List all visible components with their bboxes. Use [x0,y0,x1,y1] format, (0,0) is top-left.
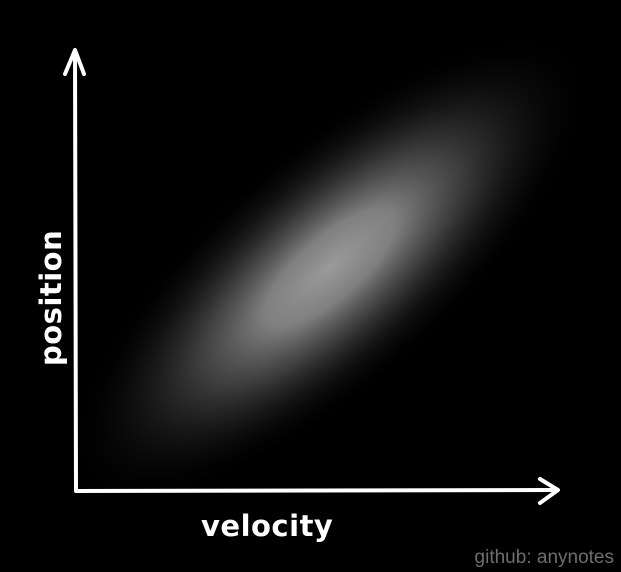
x-axis-arrowhead-icon [538,477,560,505]
y-axis-label: position [34,230,68,366]
watermark-text: github: anynotes [475,547,614,568]
x-axis-label: velocity [201,509,333,543]
x-axis [74,477,560,505]
y-axis [63,48,86,493]
x-axis-line [74,488,558,493]
y-axis-line [73,50,78,493]
y-axis-arrowhead-icon [63,48,86,76]
